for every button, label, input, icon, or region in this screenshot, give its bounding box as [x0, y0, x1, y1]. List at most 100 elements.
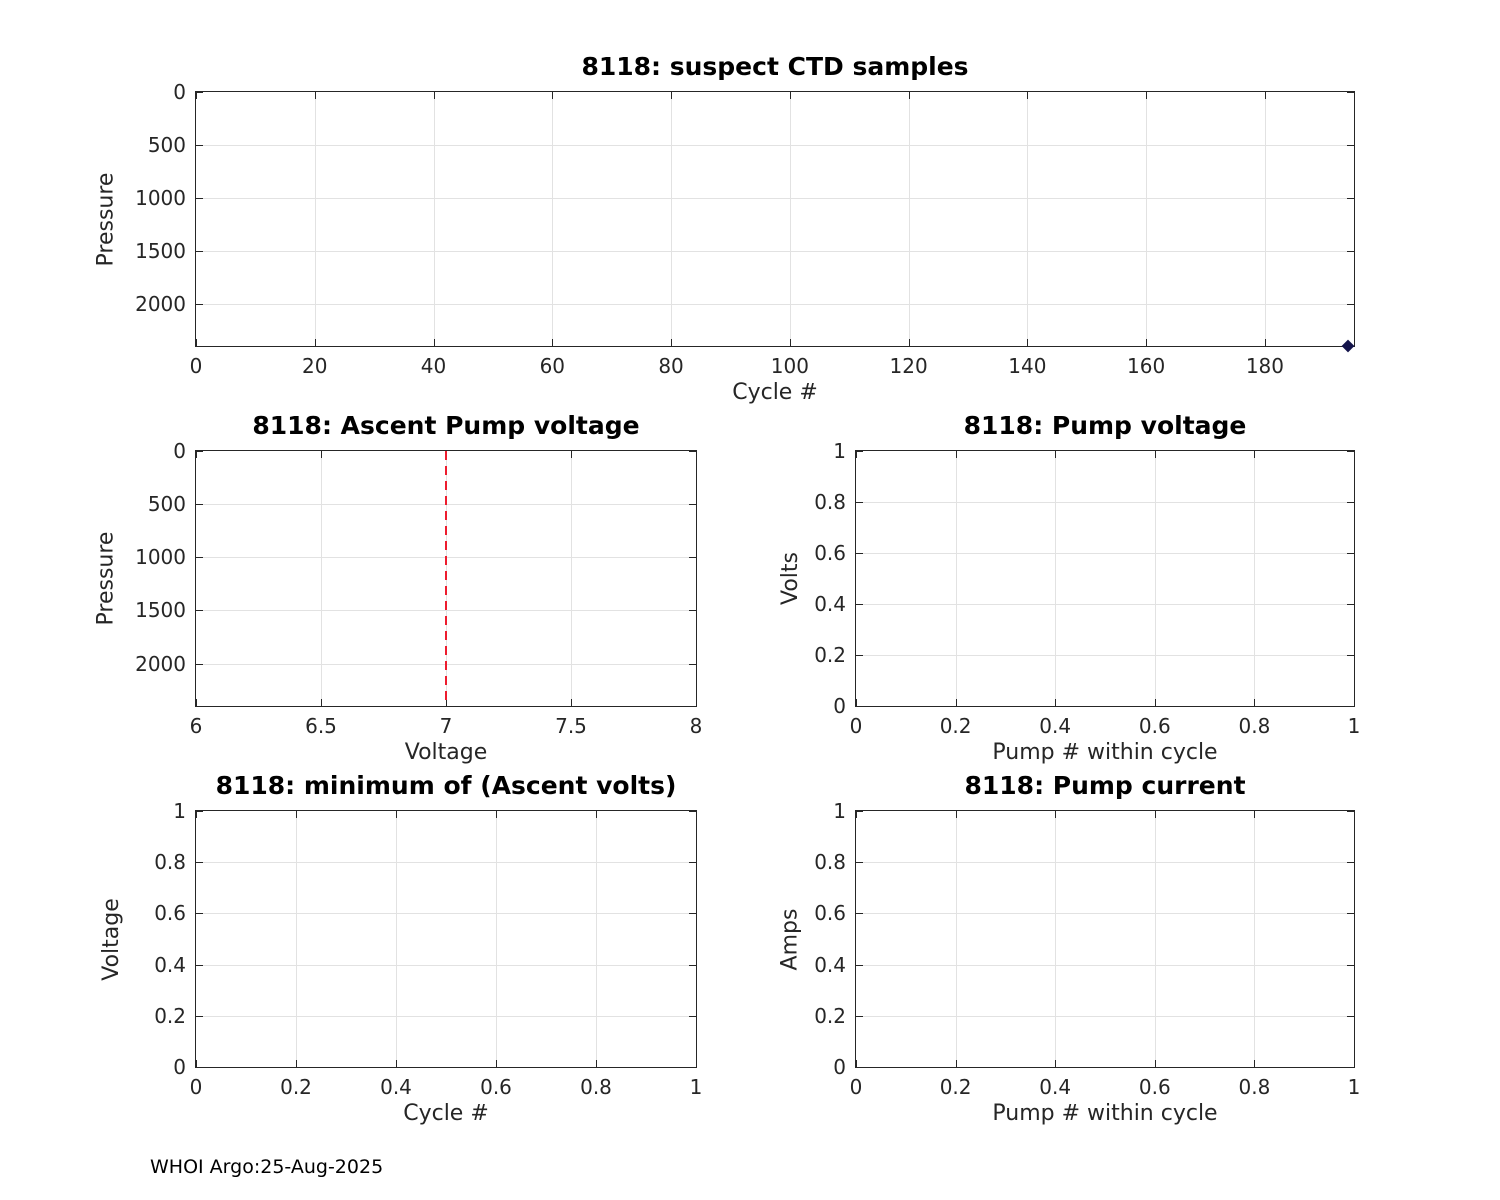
x-tick-label: 120	[889, 354, 928, 378]
data-point-marker	[1341, 339, 1355, 353]
x-tick-mark	[1055, 1060, 1057, 1067]
y-axis-label: Pressure	[93, 172, 119, 266]
y-tick-label: 0.6	[154, 901, 186, 926]
x-tick-mark	[1154, 699, 1156, 706]
x-tick-label: 1	[1347, 714, 1361, 738]
gridline-x	[1254, 811, 1256, 1067]
y-tick-mark	[856, 553, 863, 554]
y-tick-label: 0	[173, 1055, 186, 1079]
x-axis-label: Cycle #	[732, 380, 818, 405]
x-tick-mark	[671, 92, 673, 99]
x-tick-mark	[1154, 811, 1156, 818]
gridline-x	[1154, 451, 1156, 706]
x-tick-mark	[1055, 451, 1057, 458]
y-tick-mark	[1347, 655, 1354, 656]
y-tick-mark	[689, 451, 696, 452]
gridline-x	[1027, 92, 1029, 346]
x-tick-mark	[696, 1060, 697, 1067]
gridline-x	[433, 92, 435, 346]
subplot-pump-voltage: 8118: Pump voltage Volts 0 0.2 0.4 0.6 0.8 1 0…	[778, 411, 1361, 765]
x-tick-mark	[1254, 1060, 1256, 1067]
gridline-y	[856, 913, 1354, 915]
y-tick-mark	[1347, 451, 1354, 452]
gridline-x	[955, 451, 957, 706]
y-axis-label: Voltage	[98, 897, 124, 981]
y-tick-label: 0.8	[154, 850, 186, 875]
x-tick-label: 0.6	[1138, 1075, 1171, 1099]
x-axis-label: Pump # within cycle	[992, 740, 1218, 765]
x-tick-label: 140	[1008, 354, 1047, 378]
x-tick-label: 0.4	[380, 1075, 412, 1099]
y-tick-mark	[856, 604, 863, 605]
x-tick-mark	[908, 339, 910, 346]
y-axis-label: Pressure	[93, 531, 119, 626]
y-tick-mark	[689, 557, 696, 559]
watermark-credit: WHOI Argo:25-Aug-2025	[150, 1156, 384, 1178]
x-tick-mark	[1055, 811, 1057, 818]
x-tick-mark	[433, 92, 435, 99]
y-tick-mark	[1347, 144, 1354, 146]
y-tick-mark	[856, 1067, 863, 1068]
x-tick-mark	[1254, 451, 1256, 458]
plot-area: 0 0.2 0.4 0.6 0.8 1 0 0.2 0.4 0.6 0.8 1	[814, 799, 1360, 1099]
y-tick-label: 500	[147, 492, 186, 517]
y-tick-mark	[196, 1067, 203, 1068]
gridline-y	[856, 604, 1354, 605]
gridline-x	[908, 92, 910, 346]
y-tick-mark	[1347, 1067, 1354, 1068]
y-tick-label: 0.4	[814, 952, 846, 977]
y-tick-mark	[856, 1015, 863, 1017]
y-tick-label: 0.4	[154, 952, 186, 977]
x-tick-mark	[955, 451, 957, 458]
y-tick-label: 0	[833, 1055, 846, 1079]
y-tick-mark	[689, 504, 696, 506]
y-tick-mark	[196, 663, 203, 665]
chart-title: 8118: suspect CTD samples	[581, 52, 969, 81]
x-tick-mark	[1264, 92, 1266, 99]
x-tick-mark	[396, 811, 397, 818]
x-tick-mark	[196, 92, 197, 99]
y-tick-label: 0	[173, 80, 186, 104]
y-tick-mark	[856, 451, 863, 452]
y-tick-mark	[856, 655, 863, 656]
y-tick-mark	[196, 811, 203, 812]
x-tick-mark	[1146, 92, 1148, 99]
x-tick-mark	[1027, 339, 1029, 346]
y-tick-mark	[689, 1015, 696, 1017]
gridline-y	[196, 913, 696, 915]
subplot-ascent-pump-voltage: 8118: Ascent Pump voltage Pressure 6 6.5 7…	[94, 411, 703, 765]
x-tick-mark	[196, 811, 197, 818]
x-tick-mark	[314, 339, 316, 346]
gridline-y	[196, 197, 1354, 199]
x-tick-mark	[1354, 811, 1355, 818]
subplot-minimum-ascent-volts: 8118: minimum of (Ascent volts) Voltage …	[99, 771, 703, 1126]
y-tick-mark	[196, 610, 203, 612]
y-tick-mark	[1347, 604, 1354, 605]
x-tick-mark	[1055, 699, 1057, 706]
x-tick-mark	[856, 1060, 857, 1067]
y-tick-mark	[1347, 502, 1354, 503]
gridline-y	[856, 553, 1354, 554]
x-tick-mark	[296, 811, 297, 818]
gridline-y	[856, 502, 1354, 503]
x-tick-mark	[321, 451, 322, 458]
gridline-x	[321, 451, 322, 706]
gridline-y	[856, 1015, 1354, 1017]
y-tick-label: 0	[833, 694, 846, 718]
gridline-x	[314, 92, 316, 346]
y-tick-mark	[196, 92, 203, 93]
y-tick-mark	[856, 964, 863, 966]
y-tick-mark	[1347, 303, 1354, 305]
y-tick-mark	[1347, 964, 1354, 966]
y-tick-label: 2000	[135, 651, 186, 676]
gridline-y	[196, 1015, 696, 1017]
gridline-x	[1264, 92, 1266, 346]
y-tick-mark	[689, 913, 696, 915]
x-tick-mark	[955, 699, 957, 706]
x-tick-mark	[1154, 1060, 1156, 1067]
gridline-y	[196, 964, 696, 966]
threshold-line	[445, 451, 447, 706]
x-tick-mark	[433, 339, 435, 346]
chart-title: 8118: Pump voltage	[963, 411, 1247, 440]
